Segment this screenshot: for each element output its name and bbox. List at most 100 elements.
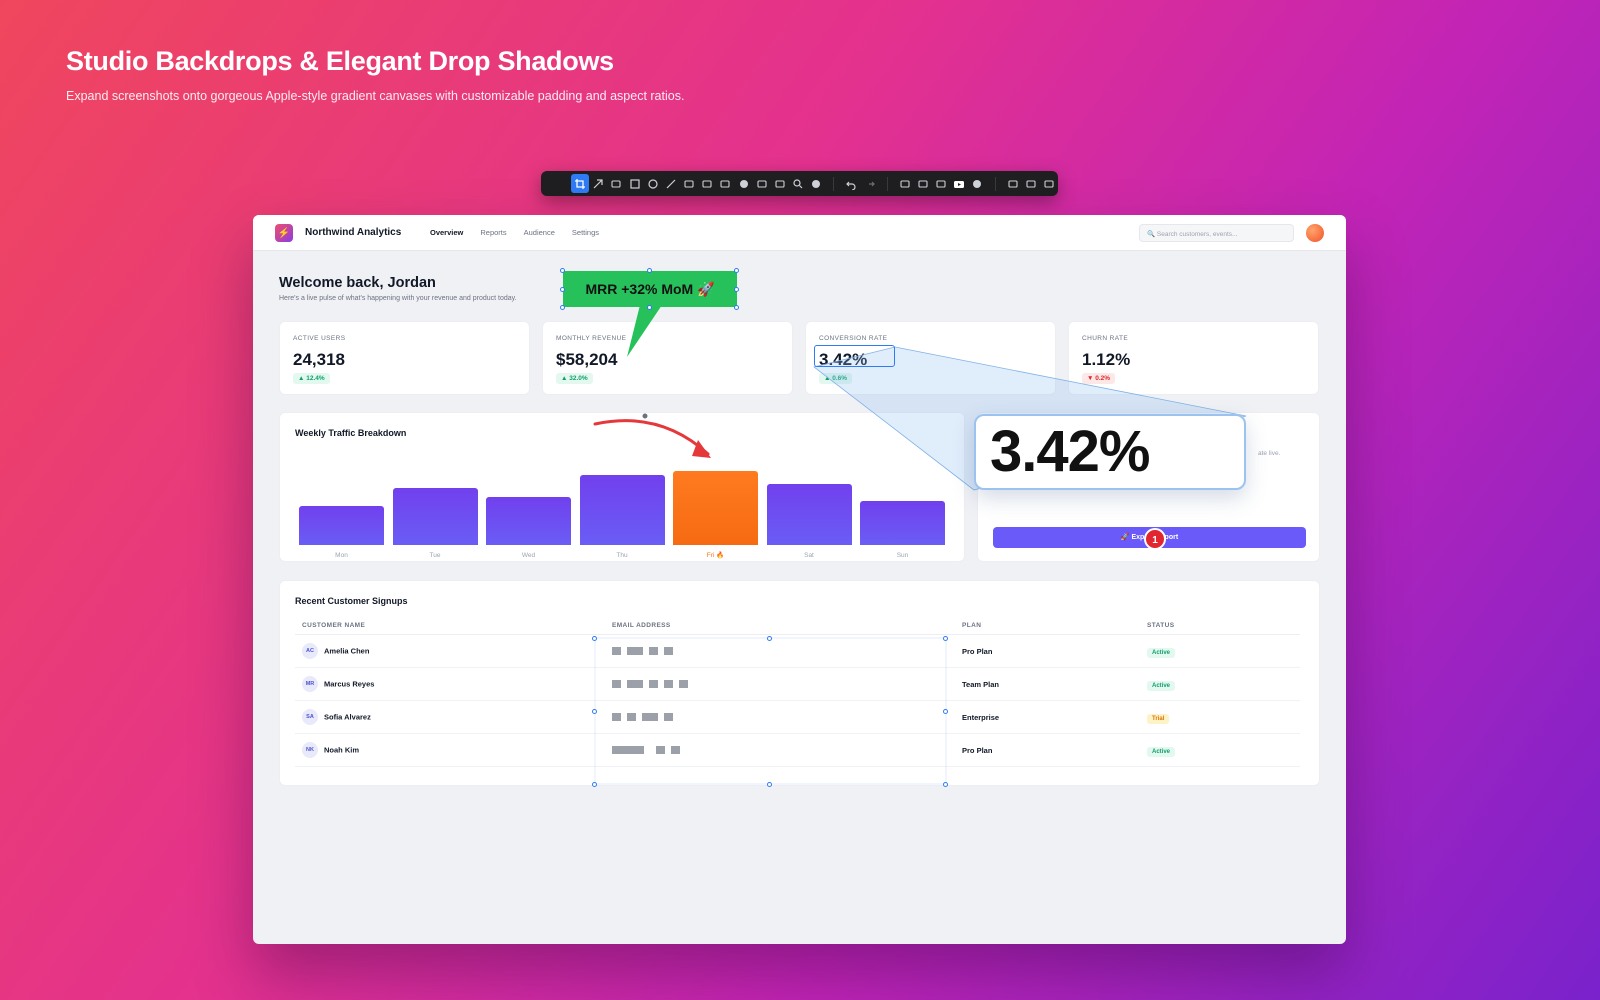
top-bar: ⚡ Northwind Analytics Overview Reports A…: [253, 215, 1346, 251]
undo-icon: [846, 181, 856, 190]
edit-tool-button[interactable]: [1040, 174, 1058, 193]
table-row[interactable]: MR Marcus Reyes Team Plan Active: [295, 667, 1300, 701]
main-nav: Overview Reports Audience Settings: [430, 228, 599, 237]
customer-initials: AC: [302, 643, 318, 659]
user-avatar[interactable]: [1306, 224, 1324, 242]
magnifier-loupe[interactable]: 3.42%: [974, 414, 1246, 490]
customer-plan: Enterprise: [955, 700, 1140, 734]
side-panel-hint: ate live.: [1258, 450, 1281, 457]
app-logo[interactable]: ⚡: [275, 224, 293, 242]
col-plan[interactable]: PLAN: [955, 617, 1140, 635]
customer-name: Amelia Chen: [324, 646, 370, 656]
selection-handle[interactable]: [767, 636, 772, 641]
customer-plan: Pro Plan: [955, 634, 1140, 668]
nav-audience[interactable]: Audience: [523, 228, 555, 237]
ellipse-icon: [648, 178, 658, 189]
traffic-bar-chart: Mon Tue Wed Thu Fri 🔥 Sat Sun: [299, 463, 949, 559]
kpi-card-active-users[interactable]: ACTIVE USERS 24,318 ▲ 12.4%: [279, 321, 530, 395]
page-title: Welcome back, Jordan: [279, 275, 436, 291]
save-tool-button[interactable]: [1022, 174, 1040, 193]
kpi-card-monthly-revenue[interactable]: MONTHLY REVENUE $58,204 ▲ 32.0%: [542, 321, 793, 395]
magnified-value: 3.42%: [990, 419, 1150, 484]
redacted-email: [612, 713, 948, 721]
traffic-bar[interactable]: [860, 501, 945, 545]
copy-tool-button[interactable]: [1003, 174, 1021, 193]
selection-handle[interactable]: [734, 305, 739, 310]
screenshot-icon: [918, 179, 928, 188]
selection-handle[interactable]: [734, 268, 739, 273]
traffic-bar[interactable]: [579, 475, 665, 545]
redact-tool-button[interactable]: [716, 174, 734, 193]
status-badge: Active: [1147, 746, 1176, 757]
rectangle-tool-button[interactable]: [626, 174, 644, 193]
page-subtitle: Here's a live pulse of what's happening …: [279, 295, 517, 302]
nav-overview[interactable]: Overview: [430, 228, 464, 237]
selection-handle[interactable]: [943, 782, 948, 787]
table-row[interactable]: AC Amelia Chen Pro Plan Active: [295, 634, 1300, 668]
table-row[interactable]: NK Noah Kim Pro Plan Active: [295, 733, 1300, 767]
screenshot-tool-button[interactable]: [914, 174, 932, 193]
traffic-bar[interactable]: [299, 505, 384, 545]
ellipse-tool-button[interactable]: [644, 174, 662, 193]
customer-name: Marcus Reyes: [324, 679, 375, 689]
upload-tool-button[interactable]: [932, 174, 950, 193]
pixelate-tool-button[interactable]: [753, 174, 771, 193]
kpi-value: 1.12%: [1082, 350, 1131, 369]
selection-handle[interactable]: [560, 305, 565, 310]
selection-handle[interactable]: [943, 636, 948, 641]
traffic-bar[interactable]: [392, 488, 478, 545]
traffic-bar-label: Fri 🔥: [706, 552, 725, 559]
col-email[interactable]: EMAIL ADDRESS: [605, 617, 955, 635]
selection-handle[interactable]: [560, 268, 565, 273]
step-number-badge[interactable]: 1: [1144, 528, 1166, 550]
selection-handle[interactable]: [647, 268, 652, 273]
step-tool-button[interactable]: [735, 174, 753, 193]
traffic-bar[interactable]: [673, 470, 758, 545]
redo-tool-button[interactable]: [861, 174, 879, 193]
help-tool-button[interactable]: [968, 174, 986, 193]
record-tool-button[interactable]: [950, 174, 968, 193]
highlighter-tool-button[interactable]: [680, 174, 698, 193]
app-window: ⚡ Northwind Analytics Overview Reports A…: [253, 215, 1346, 944]
text-box-tool-button[interactable]: [607, 174, 625, 193]
capture-tool-button[interactable]: [896, 174, 914, 193]
col-status[interactable]: STATUS: [1140, 617, 1300, 635]
traffic-title: Weekly Traffic Breakdown: [295, 428, 407, 438]
blur-icon: [812, 179, 821, 188]
nav-settings[interactable]: Settings: [571, 228, 600, 237]
selection-handle[interactable]: [734, 287, 739, 292]
kpi-card-churn-rate[interactable]: CHURN RATE 1.12% ▼ 0.2%: [1068, 321, 1319, 395]
table-row[interactable]: SA Sofia Alvarez Enterprise Trial: [295, 700, 1300, 734]
selection-handle[interactable]: [767, 782, 772, 787]
record-icon: [954, 180, 965, 188]
selection-handle[interactable]: [592, 709, 597, 714]
capture-icon: [900, 179, 910, 188]
arrow-tool-button[interactable]: [589, 174, 607, 193]
blur-tool-button[interactable]: [807, 174, 825, 193]
crop-tool-button[interactable]: [571, 174, 590, 193]
traffic-bar[interactable]: [766, 483, 852, 545]
undo-tool-button[interactable]: [842, 174, 860, 193]
step-icon: [739, 179, 748, 188]
kpi-value: 24,318: [293, 350, 345, 369]
col-customer-name[interactable]: CUSTOMER NAME: [295, 617, 605, 635]
eraser-tool-button[interactable]: [771, 174, 789, 193]
customer-plan: Team Plan: [955, 667, 1140, 701]
selection-handle[interactable]: [560, 287, 565, 292]
selection-handle[interactable]: [943, 709, 948, 714]
pen-tool-button[interactable]: [698, 174, 716, 193]
magnify-tool-button[interactable]: [789, 174, 807, 193]
selection-handle[interactable]: [592, 636, 597, 641]
customer-name: Noah Kim: [324, 745, 360, 755]
redacted-email: [612, 680, 948, 688]
traffic-bar[interactable]: [486, 496, 571, 545]
selection-handle[interactable]: [647, 305, 652, 310]
callout-mrr[interactable]: MRR +32% MoM 🚀: [563, 271, 737, 307]
selection-handle[interactable]: [592, 782, 597, 787]
line-tool-button[interactable]: [662, 174, 680, 193]
nav-reports[interactable]: Reports: [480, 228, 507, 237]
redo-icon: [868, 181, 875, 186]
search-input[interactable]: 🔍 Search customers, events...: [1139, 224, 1294, 242]
arrow-icon: [593, 178, 603, 188]
zoom-source-selection[interactable]: [814, 345, 895, 367]
